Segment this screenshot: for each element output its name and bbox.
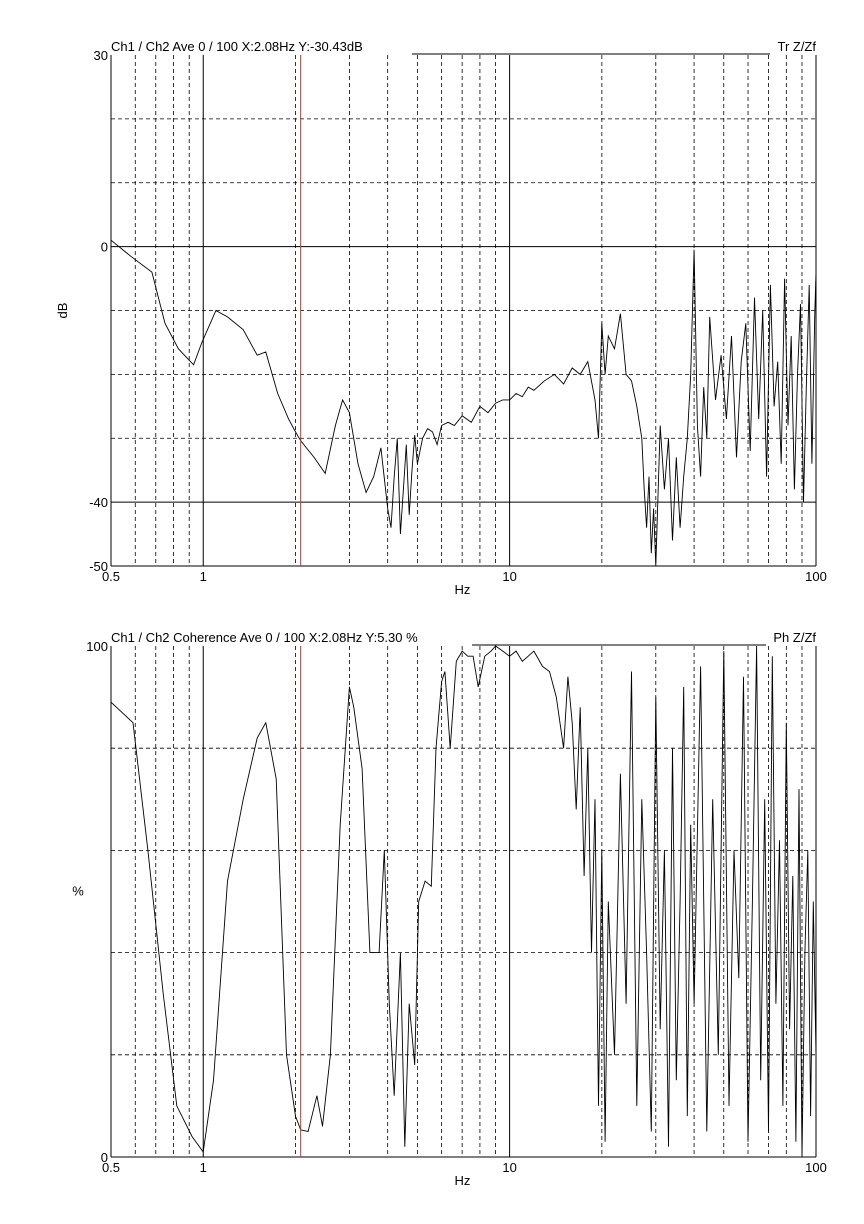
y-tick-label: -50 <box>89 559 108 574</box>
trace-label: Ph Z/Zf <box>773 630 816 645</box>
x-tick-label: 100 <box>805 1160 827 1175</box>
x-tick-labels: 0.5 1 10 100 <box>102 1160 827 1175</box>
coherence-chart: 100 0 0.5 1 10 100 Ch1 / Ch2 Coherence Ave 0… <box>72 630 827 1188</box>
y-tick-label: 0 <box>101 240 108 255</box>
x-tick-label: 10 <box>502 1160 516 1175</box>
x-axis-label: Hz <box>455 582 471 597</box>
vertical-grid <box>134 646 803 1157</box>
x-tick-label: 100 <box>805 569 827 584</box>
y-tick-labels: 30 0 -40 -50 <box>89 48 108 574</box>
y-tick-label: 0 <box>101 1150 108 1165</box>
chart-header: Ch1 / Ch2 Ave 0 / 100 X:2.08Hz Y:-30.43d… <box>111 39 363 54</box>
y-tick-labels: 100 0 <box>86 639 108 1165</box>
x-tick-labels: 0.5 1 10 100 <box>102 569 827 584</box>
y-axis-label: % <box>72 884 84 899</box>
chart-header: Ch1 / Ch2 Coherence Ave 0 / 100 X:2.08Hz… <box>111 630 418 645</box>
y-axis-label: dB <box>55 303 70 319</box>
x-tick-label: 0.5 <box>102 1160 120 1175</box>
trace-label: Tr Z/Zf <box>777 39 816 54</box>
x-tick-label: 1 <box>200 569 207 584</box>
x-tick-label: 0.5 <box>102 569 120 584</box>
y-tick-label: 30 <box>94 48 108 63</box>
x-tick-label: 10 <box>502 569 516 584</box>
transfer-function-line <box>110 239 817 567</box>
y-tick-label: 100 <box>86 639 108 654</box>
horizontal-grid <box>110 646 817 1158</box>
coherence-line <box>110 645 817 1158</box>
horizontal-grid <box>110 55 817 567</box>
transfer-function-chart: 30 0 -40 -50 0.5 1 10 100 Ch1 / Ch2 Ave 0 / 10… <box>55 39 827 597</box>
y-tick-label: -40 <box>89 495 108 510</box>
x-axis-label: Hz <box>455 1173 471 1188</box>
x-tick-label: 1 <box>200 1160 207 1175</box>
